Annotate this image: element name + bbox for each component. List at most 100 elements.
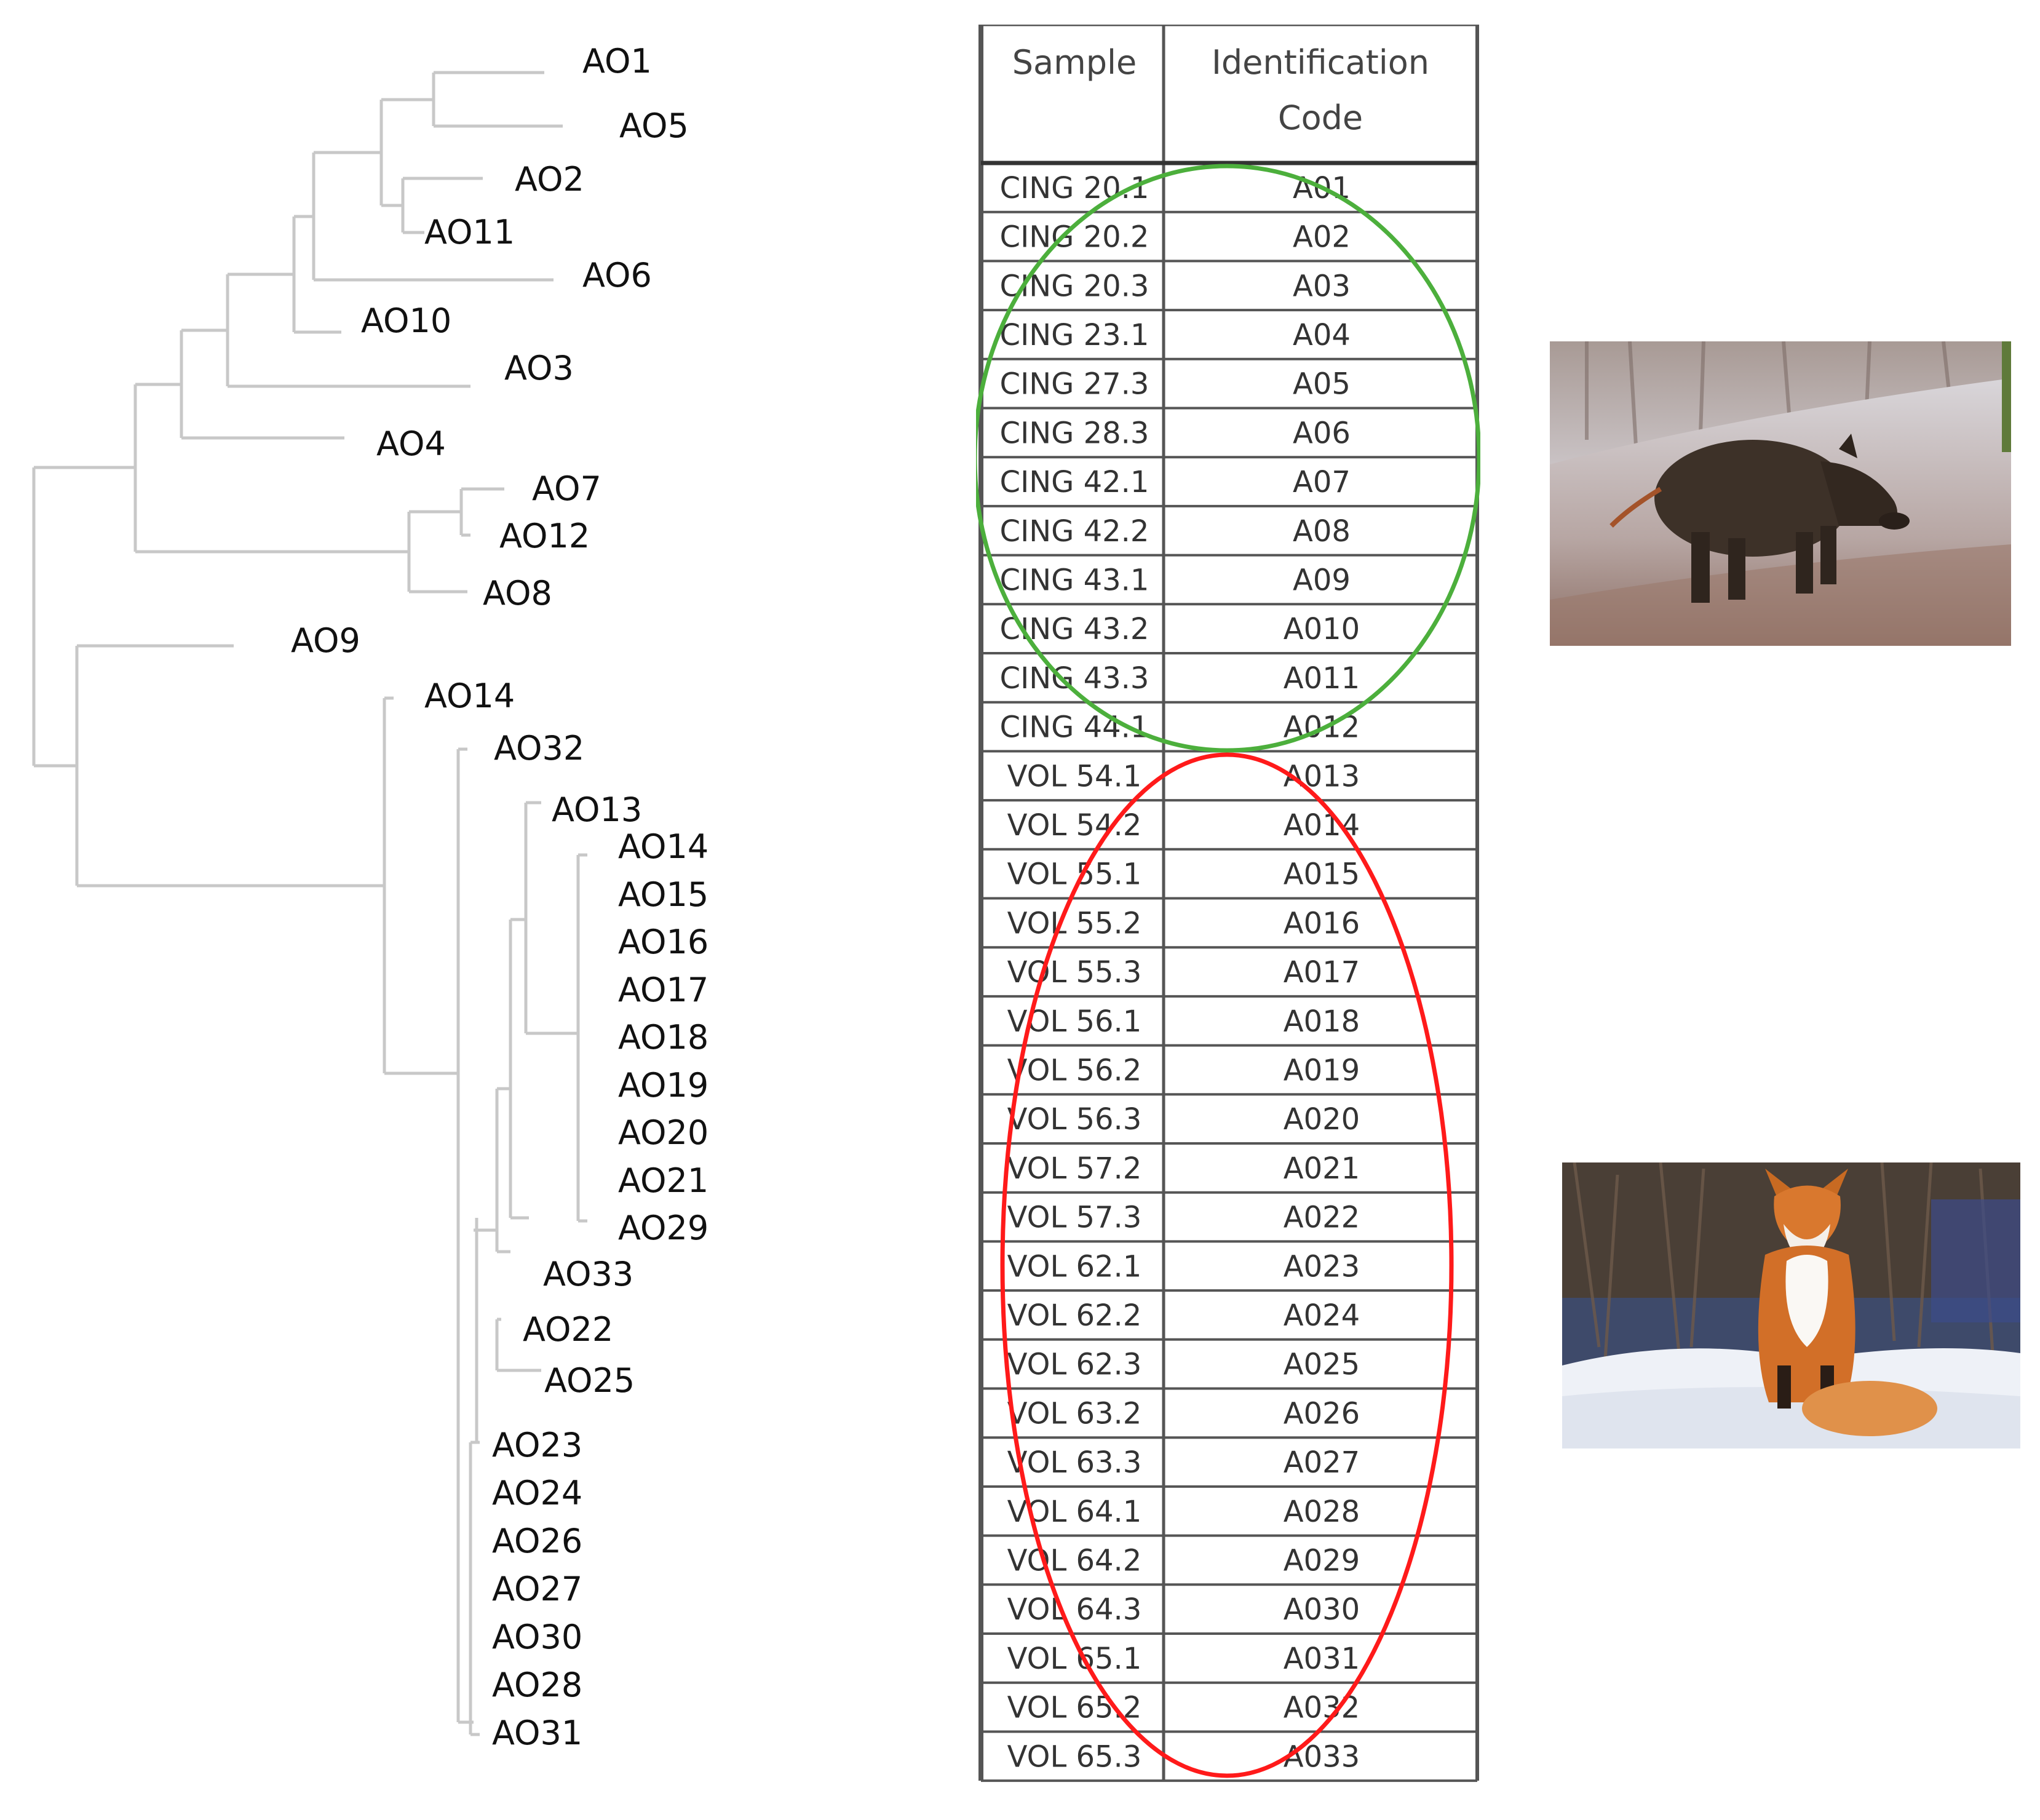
table-row: VOL 56.3 A020 [1007, 1102, 1360, 1137]
fox-figure [1758, 1169, 1937, 1436]
leaf-label: AO18 [618, 1018, 708, 1057]
leaf-label: AO29 [618, 1209, 708, 1247]
table-row: VOL 56.2 A019 [1007, 1053, 1360, 1087]
table-row: VOL 65.2 A032 [1007, 1691, 1360, 1725]
table-row: CING 42.1 A07 [1000, 465, 1351, 499]
table-row: VOL 62.2 A024 [1007, 1298, 1360, 1333]
table-row: CING 43.3 A011 [1000, 661, 1360, 696]
code-cell: A09 [1293, 563, 1351, 597]
table-row: CING 28.3 A06 [1000, 416, 1351, 450]
leaf-label: AO10 [361, 301, 451, 340]
tree-branches [32, 71, 587, 1736]
table-row: CING 27.3 A05 [1000, 367, 1351, 402]
header-code-line1: Identification [1212, 43, 1429, 82]
table-row: VOL 54.1 A013 [1007, 759, 1360, 793]
leaf-label: AO27 [492, 1570, 582, 1608]
table-row: CING 42.2 A08 [1000, 514, 1351, 549]
table-row: CING 44.1 A012 [1000, 710, 1360, 745]
sample-cell: CING 28.3 [1000, 416, 1149, 450]
leaf-label: AO2 [515, 160, 584, 199]
sample-cell: VOL 63.3 [1007, 1445, 1142, 1480]
leaf-label: AO16 [618, 923, 708, 961]
sample-cell: VOL 62.1 [1007, 1249, 1142, 1284]
group2-highlight-ellipse [1000, 752, 1454, 1778]
leaf-label: AO3 [504, 349, 574, 387]
code-cell: A024 [1284, 1298, 1360, 1333]
code-cell: A04 [1293, 318, 1351, 352]
table-row: VOL 64.1 A028 [1007, 1495, 1360, 1529]
phylogenetic-tree: AO1 AO5 AO2 AO11 AO6 AO10 AO3 AO4 AO7 AO… [32, 42, 708, 1752]
table-row: VOL 56.1 A018 [1007, 1004, 1360, 1039]
leaf-label: AO30 [492, 1618, 582, 1656]
leaf-label: AO24 [492, 1474, 582, 1512]
code-cell: A023 [1284, 1249, 1360, 1284]
tree-leaf-labels: AO1 AO5 AO2 AO11 AO6 AO10 AO3 AO4 AO7 AO… [291, 42, 708, 1752]
leaf-label: AO8 [483, 574, 552, 613]
leaf-label: AO22 [523, 1310, 613, 1349]
code-cell: A03 [1293, 269, 1351, 303]
leaf-label: AO4 [376, 424, 446, 463]
code-cell: A018 [1284, 1004, 1360, 1039]
code-cell: A021 [1284, 1151, 1360, 1186]
leaf-label: AO14 [618, 827, 708, 866]
sample-cell: CING 42.2 [1000, 514, 1149, 549]
leaf-label: AO14 [424, 677, 515, 715]
header-sample: Sample [1012, 43, 1137, 82]
table-row: VOL 62.1 A023 [1007, 1249, 1360, 1284]
sample-cell: VOL 64.2 [1007, 1543, 1142, 1578]
leaf-label: AO1 [582, 42, 652, 81]
table-row: VOL 54.2 A014 [1007, 808, 1360, 843]
leaf-label: AO21 [618, 1161, 708, 1200]
table-row: VOL 62.3 A025 [1007, 1348, 1360, 1382]
code-cell: A030 [1284, 1592, 1360, 1627]
leaf-label: AO32 [494, 729, 584, 768]
code-cell: A020 [1284, 1102, 1360, 1137]
table-row: CING 20.3 A03 [1000, 269, 1351, 303]
code-cell: A026 [1284, 1396, 1360, 1431]
leaf-label: AO12 [499, 517, 590, 555]
sample-cell: VOL 64.3 [1007, 1592, 1142, 1627]
table-row: VOL 63.3 A027 [1007, 1445, 1360, 1480]
red-fox-photo [1562, 1162, 2020, 1448]
table-row: CING 23.1 A04 [1000, 318, 1351, 352]
code-cell: A025 [1284, 1348, 1360, 1382]
sample-cell: VOL 54.1 [1007, 759, 1142, 793]
table-row: VOL 65.1 A031 [1007, 1642, 1360, 1676]
leaf-label: AO9 [291, 621, 360, 660]
table-row: VOL 63.2 A026 [1007, 1396, 1360, 1431]
table-row: CING 20.1 A01 [1000, 171, 1351, 205]
leaf-label: AO23 [492, 1426, 582, 1464]
sample-cell: VOL 62.2 [1007, 1298, 1142, 1333]
code-cell: A08 [1293, 514, 1351, 549]
code-cell: A011 [1284, 661, 1360, 696]
code-cell: A028 [1284, 1495, 1360, 1529]
leaf-label: AO33 [543, 1255, 633, 1293]
code-cell: A022 [1284, 1201, 1360, 1235]
table-row: VOL 57.2 A021 [1007, 1151, 1360, 1186]
sample-cell: VOL 57.2 [1007, 1151, 1142, 1186]
sample-cell: VOL 63.2 [1007, 1396, 1142, 1431]
table-row: VOL 55.3 A017 [1007, 955, 1360, 990]
leaf-label: AO17 [618, 971, 708, 1009]
table-row: VOL 55.1 A015 [1007, 857, 1360, 892]
sample-table: Sample Identification Code CING 20.1 A01 C… [976, 25, 1480, 1782]
code-cell: A017 [1284, 955, 1360, 990]
leaf-label: AO25 [544, 1361, 635, 1400]
boar-image [1550, 341, 2011, 646]
table-row: VOL 64.3 A030 [1007, 1592, 1360, 1627]
leaf-label: AO11 [424, 213, 515, 252]
code-cell: A07 [1293, 465, 1351, 499]
leaf-label: AO7 [532, 469, 601, 508]
table-row: VOL 55.2 A016 [1007, 906, 1360, 940]
sample-cell: CING 42.1 [1000, 465, 1149, 499]
code-cell: A02 [1293, 220, 1351, 255]
wild-boar-photo [1550, 341, 2011, 646]
header-code-line2: Code [1278, 98, 1363, 137]
leaf-label: AO20 [618, 1113, 708, 1152]
leaf-label: AO6 [582, 256, 652, 295]
sample-cell: VOL 56.3 [1007, 1102, 1142, 1137]
sample-cell: VOL 57.3 [1007, 1201, 1142, 1235]
code-cell: A019 [1284, 1053, 1360, 1087]
table-row: VOL 57.3 A022 [1007, 1201, 1360, 1235]
